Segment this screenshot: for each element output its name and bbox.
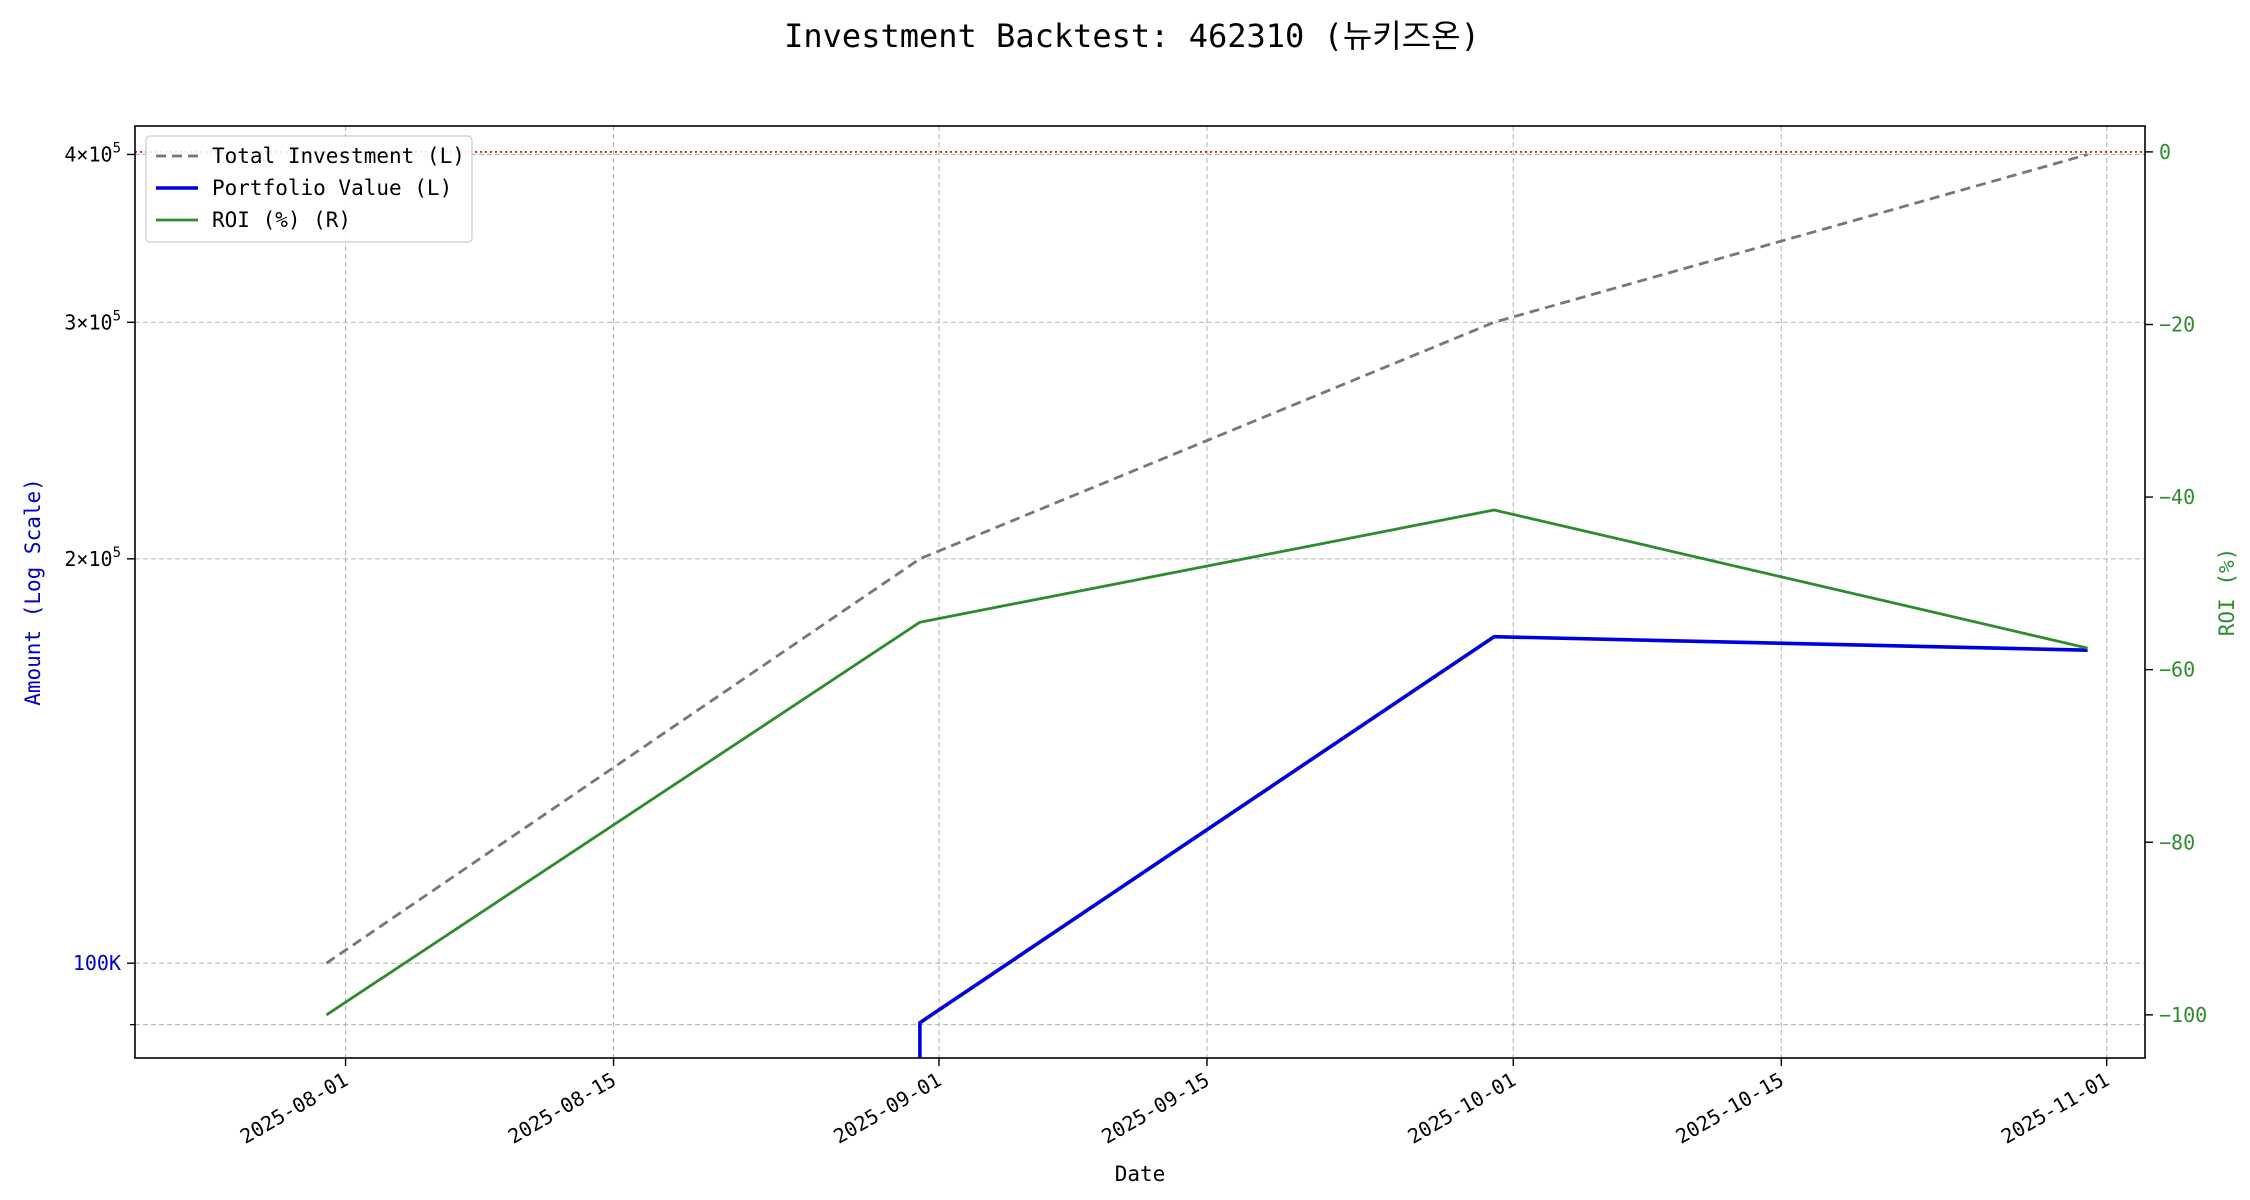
series-line-3 [325, 508, 2088, 1017]
plot-frame [134, 125, 2146, 1059]
legend-label: ROI (%) (R) [212, 208, 351, 232]
right-axis: 0 −20 −40 −60 −80 −100 [2145, 140, 2207, 1027]
left-tick-label: 2×105 [64, 545, 121, 571]
left-axis: 100K 2×105 3×105 4×105 [64, 140, 135, 1026]
x-axis-title: Date [1115, 1162, 1166, 1186]
right-tick-label: −100 [2159, 1003, 2207, 1027]
right-axis-title: ROI (%) [2215, 548, 2239, 637]
chart-title: Investment Backtest: 462310 (뉴키즈온) [784, 17, 1480, 55]
series-line-2 [918, 634, 2088, 1058]
series-layer [325, 153, 2088, 1058]
x-tick-label: 2025-10-15 [1671, 1068, 1787, 1149]
right-tick-label: −80 [2159, 830, 2195, 854]
x-tick-label: 2025-08-15 [504, 1068, 620, 1149]
right-tick-label: 0 [2159, 140, 2171, 164]
series-line-1 [325, 153, 2088, 965]
x-tick-label: 2025-09-01 [829, 1068, 945, 1149]
grid-layer [135, 126, 2145, 1058]
x-tick-label: 2025-08-01 [236, 1068, 352, 1149]
left-tick-label: 3×105 [64, 308, 121, 334]
legend-label: Portfolio Value (L) [212, 176, 452, 200]
left-axis-title: Amount (Log Scale) [21, 478, 45, 706]
left-tick-label: 100K [73, 951, 121, 975]
x-tick-label: 2025-11-01 [1997, 1068, 2113, 1149]
x-tick-label: 2025-09-15 [1097, 1068, 1213, 1149]
left-tick-label: 4×105 [64, 140, 121, 166]
right-tick-label: −20 [2159, 312, 2195, 336]
right-tick-label: −60 [2159, 658, 2195, 682]
legend-box [145, 135, 473, 243]
x-tick-label: 2025-10-01 [1403, 1068, 1519, 1149]
x-axis: 2025-08-01 2025-08-15 2025-09-01 2025-09-15… [236, 1058, 2113, 1149]
legend-label: Total Investment (L) [212, 144, 465, 168]
legend: Total Investment (L) Portfolio Value (L) R… [145, 135, 473, 243]
right-tick-label: −40 [2159, 485, 2195, 509]
